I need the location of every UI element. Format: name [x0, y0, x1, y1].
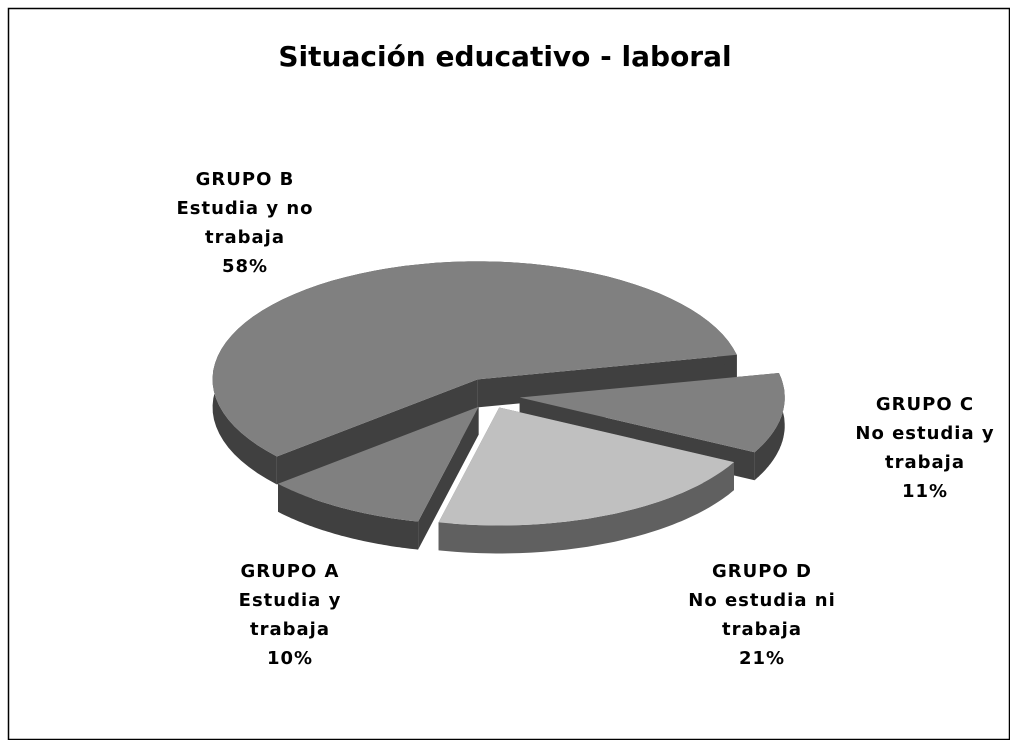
value-label: 58%	[222, 256, 268, 277]
slice	[438, 407, 734, 526]
slice	[212, 261, 737, 457]
slice-label: trabaja	[885, 452, 965, 473]
value-label: 10%	[267, 648, 313, 669]
slice-label: GRUPO C	[876, 394, 974, 415]
value-label: 21%	[739, 648, 785, 669]
outer-wall	[278, 483, 419, 550]
radial-wall	[477, 354, 737, 408]
slice	[278, 406, 479, 522]
outer-wall	[212, 261, 737, 485]
outer-wall	[754, 373, 785, 481]
slice-label: trabaja	[722, 619, 802, 640]
slice	[519, 373, 785, 453]
chart-title: Situación educativo - laboral	[278, 40, 731, 73]
slice-label: Estudia y no	[176, 198, 313, 219]
slice-label: GRUPO D	[712, 561, 812, 582]
value-label: 11%	[902, 481, 948, 502]
slice-label: No estudia y	[855, 423, 994, 444]
slice-label: trabaja	[250, 619, 330, 640]
slice-label: No estudia ni	[688, 590, 836, 611]
slice-label: GRUPO B	[196, 169, 295, 190]
slice-label: Estudia y	[239, 590, 342, 611]
slice-label: GRUPO A	[241, 561, 340, 582]
slice-label: trabaja	[205, 227, 285, 248]
outer-wall	[438, 462, 734, 554]
radial-wall	[276, 379, 478, 485]
radial-wall	[418, 406, 479, 550]
